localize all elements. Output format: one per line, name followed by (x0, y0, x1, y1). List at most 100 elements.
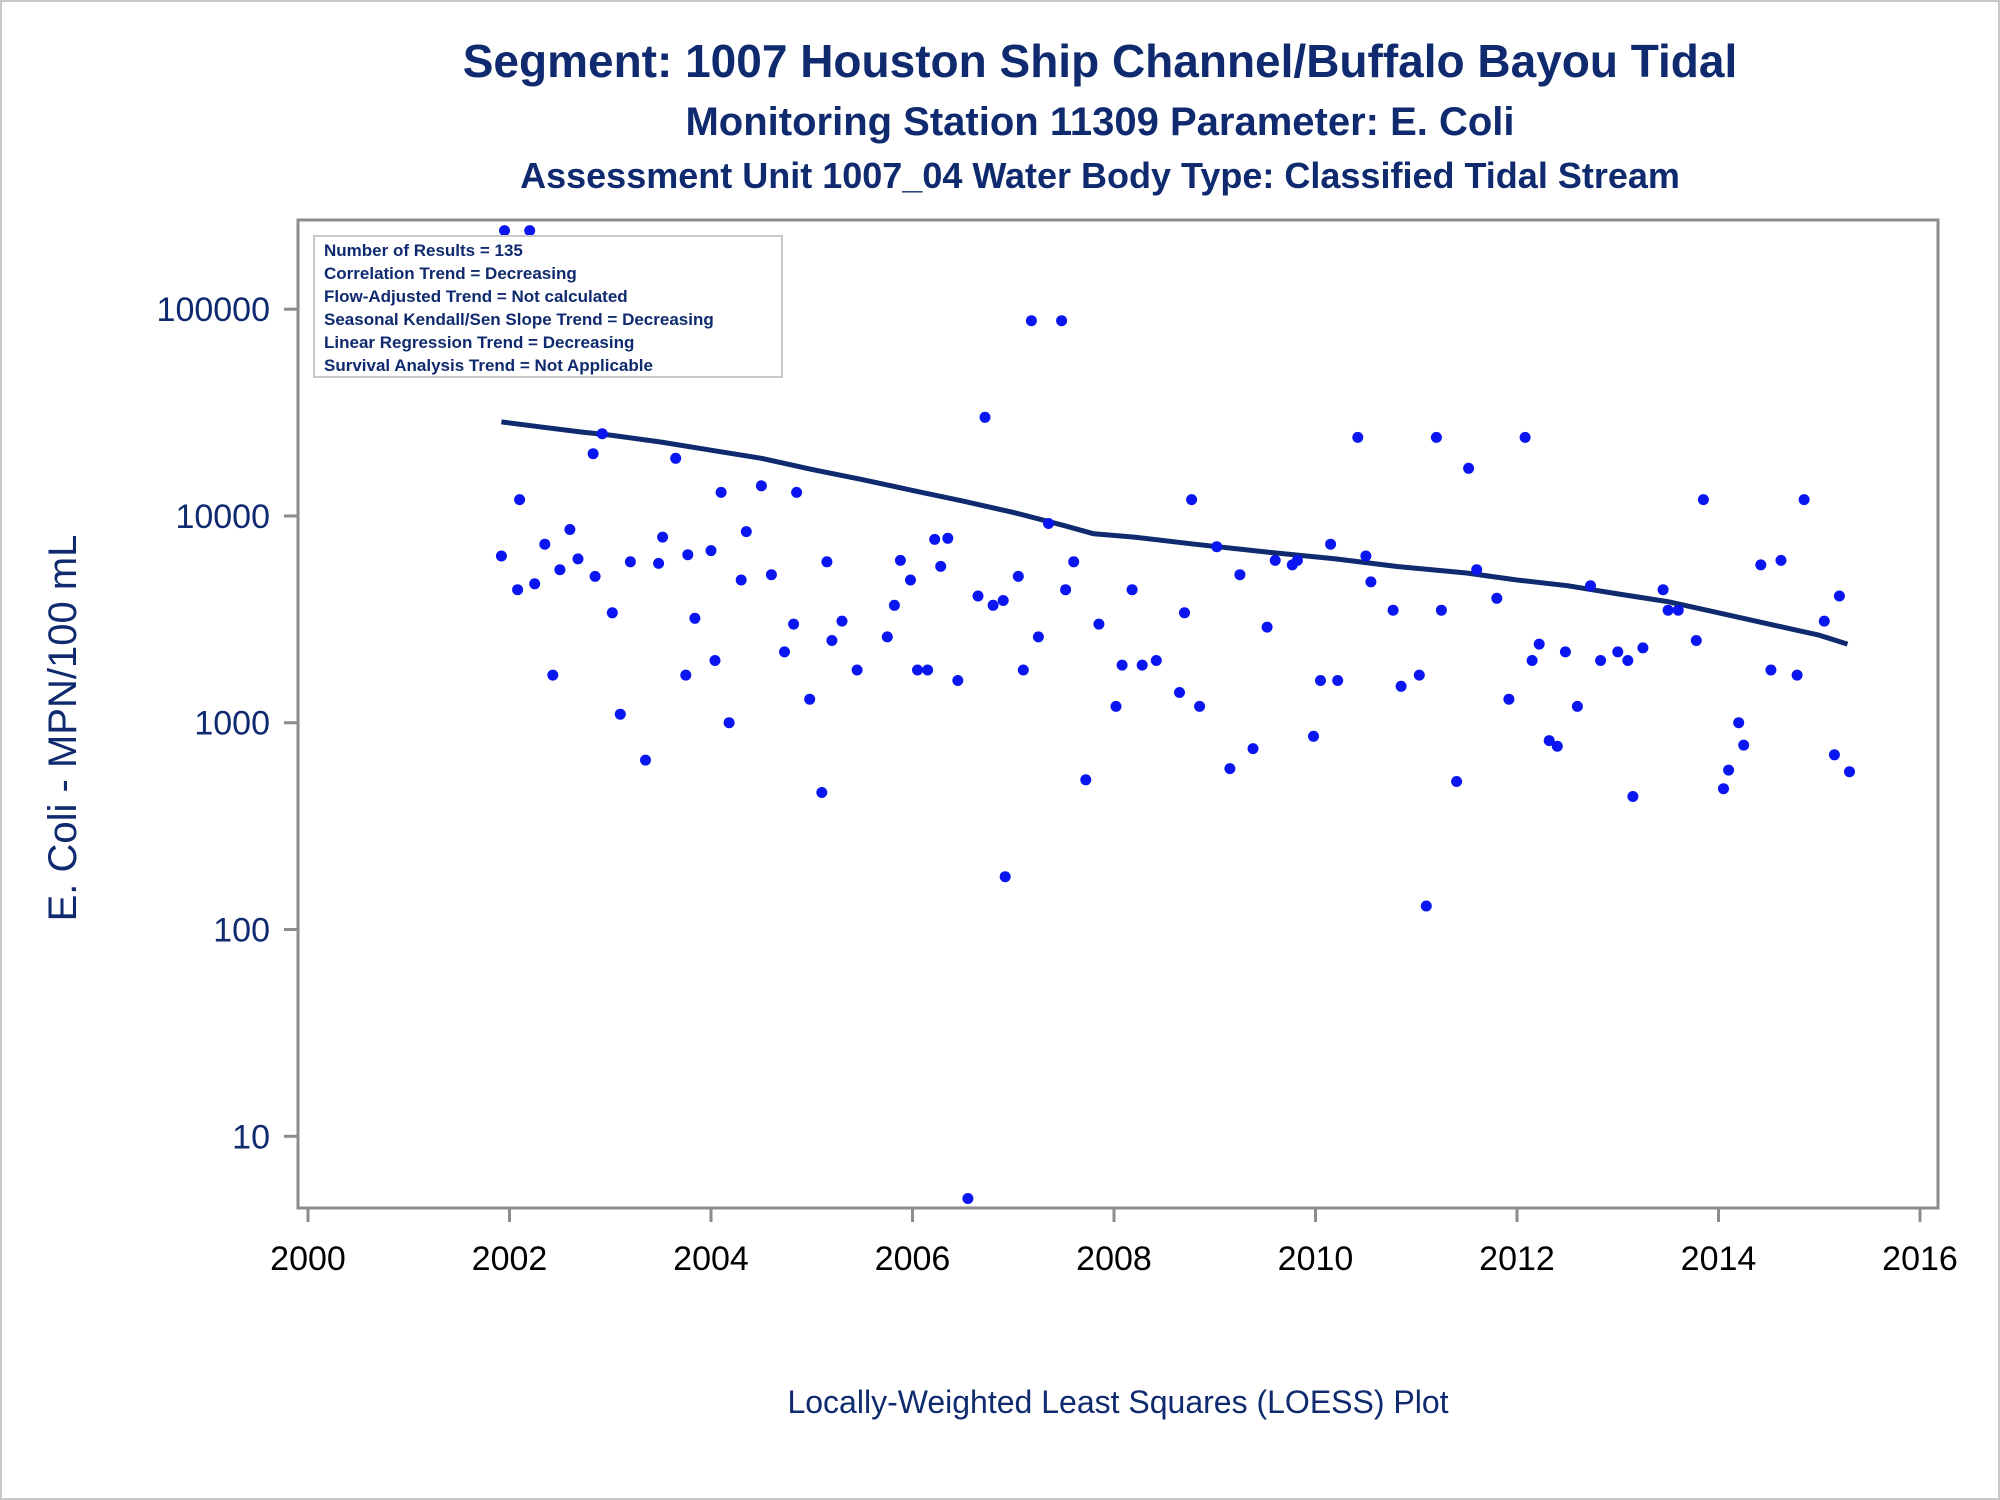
data-point (1352, 431, 1364, 443)
stats-line: Flow-Adjusted Trend = Not calculated (324, 287, 628, 306)
data-point (512, 584, 524, 596)
x-tick-label: 2016 (1882, 1240, 1958, 1278)
data-point (564, 524, 576, 535)
y-axis: 10 100 1000 10000 100000 (157, 291, 298, 1156)
data-point (979, 411, 991, 423)
data-point (1136, 659, 1148, 671)
data-point (1828, 749, 1840, 761)
data-point (657, 531, 669, 543)
data-point (1025, 315, 1037, 327)
data-point (962, 1193, 974, 1204)
chart-subtitle-station: Monitoring Station 11309 Parameter: E. C… (685, 100, 1515, 144)
data-point (1833, 590, 1845, 602)
data-point (1844, 766, 1855, 778)
data-point (1056, 315, 1068, 327)
stats-legend-box: Number of Results = 135 Correlation Trend… (313, 235, 783, 378)
data-point (1068, 556, 1080, 568)
data-point (1657, 584, 1669, 596)
y-tick-label: 1000 (194, 705, 270, 743)
chart-title: Segment: 1007 Houston Ship Channel/Buffa… (462, 35, 1738, 87)
data-point (1637, 642, 1649, 654)
data-point (1551, 740, 1563, 752)
data-point (1533, 638, 1545, 650)
stats-line: Survival Analysis Trend = Not Applicable (324, 356, 653, 375)
data-point (1110, 700, 1122, 712)
points-layer (495, 225, 1855, 1204)
data-point (999, 871, 1011, 883)
data-point (1595, 655, 1607, 666)
data-point (972, 590, 984, 602)
data-point (1430, 431, 1442, 443)
data-point (1622, 655, 1634, 666)
stats-line: Number of Results = 135 (324, 241, 523, 260)
data-point (1308, 730, 1319, 742)
data-point (682, 549, 694, 561)
data-point (670, 452, 682, 464)
data-point (942, 532, 954, 544)
data-point (1186, 494, 1198, 506)
data-point (539, 538, 551, 550)
data-point (1211, 541, 1223, 553)
x-tick-label: 2002 (472, 1240, 548, 1278)
x-tick-label: 2014 (1681, 1240, 1757, 1278)
data-point (1765, 664, 1777, 676)
data-point (1543, 735, 1555, 747)
y-tick-label: 100000 (157, 291, 270, 329)
y-axis-title: E. Coli - MPN/100 mL (41, 535, 85, 922)
data-point (1387, 604, 1399, 616)
data-point (1150, 655, 1162, 666)
x-tick-label: 2004 (673, 1240, 749, 1278)
data-point (1315, 675, 1326, 686)
data-point (1017, 664, 1029, 676)
data-point (1420, 900, 1432, 912)
data-point (614, 708, 626, 720)
data-point (1413, 669, 1425, 681)
data-point (1043, 518, 1054, 529)
data-point (1491, 592, 1503, 604)
data-point (929, 533, 941, 545)
data-point (1718, 783, 1729, 795)
data-point (804, 693, 816, 705)
data-point (1032, 631, 1044, 643)
data-point (1571, 700, 1583, 712)
data-point (495, 550, 507, 562)
data-point (715, 486, 727, 498)
data-point (791, 486, 803, 498)
data-point (1116, 659, 1128, 671)
data-point (572, 553, 584, 565)
x-axis: 2000 2002 2004 2006 2008 2010 2012 2014 2016 (270, 1208, 1958, 1278)
data-point (499, 225, 510, 237)
data-point (689, 612, 701, 624)
data-point (596, 428, 608, 440)
data-point (821, 556, 833, 568)
y-tick-label: 10000 (175, 498, 270, 536)
data-point (554, 564, 566, 576)
data-point (1697, 494, 1709, 506)
x-tick-label: 2010 (1278, 1240, 1354, 1278)
data-point (1672, 604, 1684, 616)
data-point (1261, 621, 1273, 633)
data-point (881, 631, 893, 643)
data-point (1690, 635, 1702, 646)
data-point (1247, 743, 1259, 755)
data-point (1179, 607, 1190, 619)
loess-layer (501, 419, 1849, 647)
data-point (836, 615, 848, 627)
data-point (788, 618, 800, 630)
data-point (723, 717, 735, 729)
data-point (1519, 431, 1531, 443)
data-point (952, 675, 964, 686)
data-point (653, 557, 665, 569)
data-point (1126, 584, 1138, 596)
data-point (1627, 791, 1639, 802)
stats-line: Linear Regression Trend = Decreasing (324, 333, 634, 352)
x-tick-label: 2012 (1479, 1240, 1555, 1278)
data-point (1526, 655, 1538, 666)
data-point (735, 574, 747, 586)
data-point (1559, 646, 1571, 658)
data-point (529, 578, 541, 590)
data-point (709, 655, 721, 666)
data-point (1471, 564, 1483, 576)
data-point (1463, 462, 1475, 474)
data-point (1395, 680, 1407, 692)
